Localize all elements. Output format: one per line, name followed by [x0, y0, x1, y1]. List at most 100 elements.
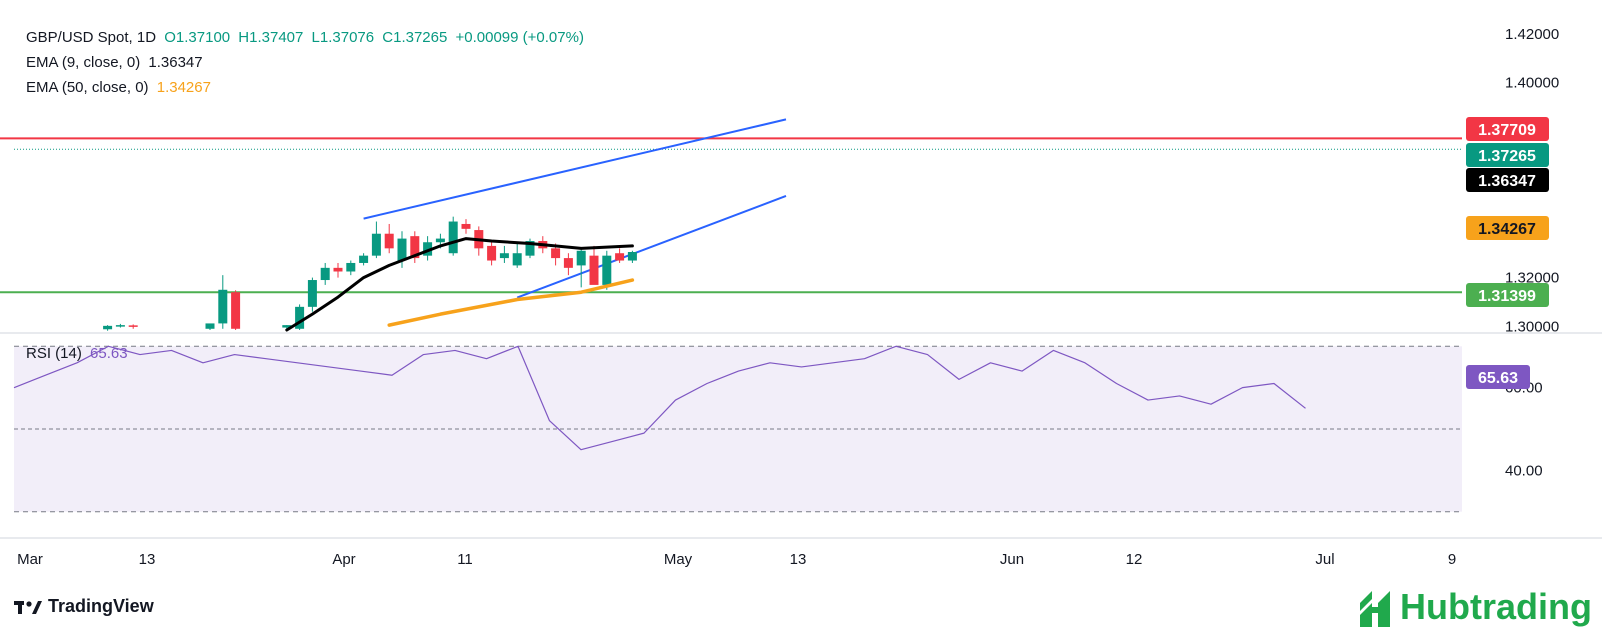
candle [448, 216, 458, 256]
legend-ema50-value: 1.34267 [156, 79, 211, 96]
candle-body [615, 253, 625, 261]
legend-high: H1.37407 [238, 29, 304, 46]
candle-body [103, 325, 113, 330]
last-price-price-label: 1.37265 [1466, 143, 1549, 167]
time-tick-label: Jun [1000, 551, 1024, 568]
candle-body [295, 306, 305, 329]
price-label-text: 1.31399 [1478, 288, 1536, 305]
price-label-box [1466, 143, 1549, 167]
hubtrading-icon [1360, 591, 1391, 628]
price-tick-label: 1.40000 [1505, 75, 1559, 92]
candle-body [435, 238, 445, 243]
candle [410, 231, 420, 263]
price-tick-label: 1.32000 [1505, 270, 1559, 287]
legend-rsi-value: 65.63 [90, 345, 128, 362]
candle-body [282, 325, 292, 328]
candle [282, 325, 292, 329]
candle [231, 290, 241, 330]
candle [589, 245, 599, 285]
candle-body [576, 250, 586, 266]
candle [525, 238, 535, 259]
candle-body [512, 253, 522, 266]
legend-row-ohlc: GBP/USD Spot, 1D O1.37100 H1.37407 L1.37… [26, 29, 588, 46]
candle [295, 304, 305, 330]
candle-body [410, 236, 420, 259]
price-tick-label: 1.42000 [1505, 26, 1559, 43]
price-label-box [1466, 216, 1549, 240]
rsi-label-text: 65.63 [1478, 370, 1518, 387]
candle [563, 253, 573, 276]
candle [615, 248, 625, 263]
candle [499, 245, 509, 263]
price-label-box [1466, 168, 1549, 192]
channel-lower-line [516, 195, 787, 299]
candle-body [205, 323, 215, 329]
candle [423, 236, 433, 261]
time-tick-label: May [664, 551, 693, 568]
legend-row-rsi: RSI (14) 65.63 [26, 345, 132, 362]
candle [576, 248, 586, 288]
candle [205, 323, 215, 330]
candle [512, 243, 522, 268]
candle [359, 253, 369, 266]
resistance-price-label: 1.37709 [1466, 117, 1549, 141]
candle [384, 223, 394, 254]
tradingview-text: TradingView [48, 596, 154, 616]
legend-ema50-label: EMA (50, close, 0) [26, 79, 149, 96]
ema-50-line [387, 278, 635, 327]
candle-body [128, 325, 138, 327]
rsi-pane [13, 345, 1462, 513]
candle [103, 325, 113, 331]
candle-body [231, 292, 241, 329]
time-tick-label: 12 [1126, 551, 1143, 568]
candle-body [551, 248, 561, 259]
time-tick-label: Mar [17, 551, 43, 568]
rsi-label-box [1466, 365, 1530, 389]
legend-row-ema9: EMA (9, close, 0) 1.36347 [26, 54, 207, 71]
price-label-box [1466, 283, 1549, 307]
ema-50-price-label: 1.34267 [1466, 216, 1549, 240]
rsi-tick-label: 40.00 [1505, 462, 1543, 479]
candle [128, 324, 138, 329]
ema-9-price-label: 1.36347 [1466, 168, 1549, 192]
candle-body [525, 241, 535, 256]
candle-body [320, 267, 330, 281]
support-price-label: 1.31399 [1466, 283, 1549, 307]
candle [461, 219, 471, 234]
candle [307, 277, 317, 312]
hubtrading-text: Hubtrading [1400, 586, 1592, 627]
price-label-text: 1.37265 [1478, 148, 1536, 165]
price-label-text: 1.34267 [1478, 221, 1536, 238]
price-grid [0, 332, 1602, 539]
candle [333, 262, 343, 278]
candle-body [346, 262, 356, 272]
candle-body [627, 252, 637, 261]
rsi-value-label: 65.63 [1466, 365, 1530, 389]
price-label-text: 1.36347 [1478, 173, 1536, 190]
candle-body [307, 280, 317, 307]
price-pane [0, 118, 1462, 332]
candle [346, 260, 356, 276]
candle-body [499, 253, 509, 259]
legend-change: +0.00099 (+0.07%) [455, 29, 584, 46]
candle [320, 262, 330, 285]
price-label-text: 1.37709 [1478, 122, 1536, 139]
time-tick-label: 13 [139, 551, 156, 568]
legend-rsi-label: RSI (14) [26, 345, 82, 362]
candle-body [461, 223, 471, 229]
price-tick-label: 1.30000 [1505, 318, 1559, 335]
legend-row-ema50: EMA (50, close, 0) 1.34267 [26, 79, 215, 96]
candle-body [371, 233, 381, 256]
time-tick-label: Jul [1315, 551, 1334, 568]
time-tick-label: Apr [332, 551, 355, 568]
candle-body [448, 221, 458, 254]
legend-ema9-value: 1.36347 [148, 54, 203, 71]
candle-body [218, 289, 228, 324]
candle-body [563, 258, 573, 268]
legend-ema9-label: EMA (9, close, 0) [26, 54, 141, 71]
candle-body [602, 255, 612, 285]
candle-body [487, 245, 497, 261]
candle [627, 250, 637, 263]
tradingview-logo: TradingView [14, 596, 154, 617]
